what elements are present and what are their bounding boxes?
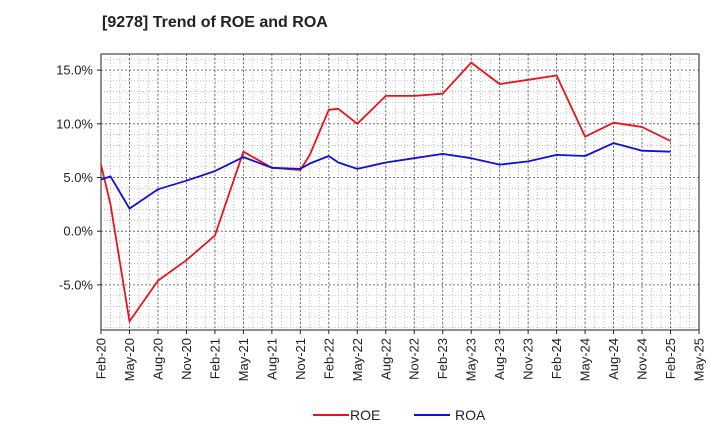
x-tick-label: May-21 <box>236 338 251 381</box>
series-line-roe <box>100 61 671 323</box>
x-tick-label: Nov-23 <box>521 338 536 380</box>
x-tick-label: Aug-20 <box>150 338 165 380</box>
x-tick-label: Nov-20 <box>179 338 194 380</box>
x-tick-label: Feb-24 <box>549 338 564 379</box>
x-tick-label: Aug-22 <box>378 338 393 380</box>
x-tick-label: Feb-23 <box>435 338 450 379</box>
legend-label-roe: ROE <box>350 407 380 423</box>
x-tick-label: Feb-21 <box>207 338 222 379</box>
x-tick-label: Feb-25 <box>663 338 678 379</box>
y-tick-label: -5.0% <box>59 277 93 292</box>
legend-label-roa: ROA <box>455 407 486 423</box>
x-tick-label: Nov-22 <box>407 338 422 380</box>
x-tick-label: Nov-24 <box>635 338 650 380</box>
x-tick-label: May-23 <box>464 338 479 381</box>
plot-frame <box>100 53 700 331</box>
y-tick-label: 0.0% <box>63 224 93 239</box>
x-tick-label: May-22 <box>350 338 365 381</box>
y-tick-label: 15.0% <box>56 63 93 78</box>
x-tick-label: Feb-20 <box>94 338 109 379</box>
x-tick-label: Aug-23 <box>492 338 507 380</box>
chart-title: [9278] Trend of ROE and ROA <box>102 14 328 31</box>
x-tick-label: May-25 <box>692 338 707 381</box>
x-tick-label: Nov-21 <box>293 338 308 380</box>
x-tick-label: Aug-21 <box>264 338 279 380</box>
y-tick-label: 5.0% <box>63 170 93 185</box>
x-tick-label: May-24 <box>578 338 593 381</box>
major-grid <box>100 54 700 330</box>
x-tick-label: Aug-24 <box>606 338 621 380</box>
x-tick-label: Feb-22 <box>321 338 336 379</box>
y-tick-label: 10.0% <box>56 116 93 131</box>
series-line-roa <box>100 142 671 210</box>
x-tick-label: May-20 <box>122 338 137 381</box>
